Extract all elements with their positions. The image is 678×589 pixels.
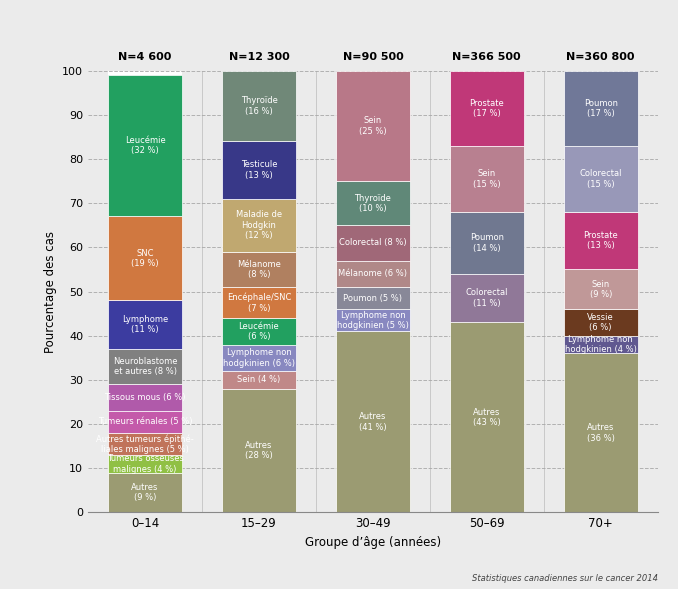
Bar [336, 260, 410, 287]
Bar [563, 71, 638, 145]
Text: Prostate
(13 %): Prostate (13 %) [583, 231, 618, 250]
Text: Prostate
(17 %): Prostate (17 %) [469, 98, 504, 118]
Text: Maladie de
Hodgkin
(12 %): Maladie de Hodgkin (12 %) [236, 210, 282, 240]
Text: Mélanome (6 %): Mélanome (6 %) [338, 269, 407, 279]
Bar [222, 71, 296, 141]
Text: Neuroblastome
et autres (8 %): Neuroblastome et autres (8 %) [113, 357, 178, 376]
Text: Lymphome
(11 %): Lymphome (11 %) [122, 315, 168, 335]
Bar [450, 145, 524, 212]
Bar [108, 216, 182, 300]
Text: Autres tumeurs épithé-
liales malignes (5 %): Autres tumeurs épithé- liales malignes (… [96, 434, 194, 454]
Bar [336, 226, 410, 260]
Bar [108, 411, 182, 433]
Bar [336, 331, 410, 512]
Text: Leucémie
(6 %): Leucémie (6 %) [239, 322, 279, 341]
Text: Sein (4 %): Sein (4 %) [237, 375, 281, 385]
Text: Sein
(25 %): Sein (25 %) [359, 116, 386, 135]
Bar [222, 345, 296, 371]
Text: N=366 500: N=366 500 [452, 52, 521, 62]
Text: Autres
(28 %): Autres (28 %) [245, 441, 273, 460]
Bar [563, 353, 638, 512]
Bar [222, 389, 296, 512]
Text: N=12 300: N=12 300 [228, 52, 290, 62]
Text: Colorectal
(11 %): Colorectal (11 %) [466, 289, 508, 308]
FancyBboxPatch shape [222, 71, 296, 512]
Text: Poumon
(14 %): Poumon (14 %) [470, 233, 504, 253]
FancyBboxPatch shape [108, 71, 182, 512]
Bar [108, 472, 182, 512]
FancyBboxPatch shape [563, 71, 638, 512]
Text: Vessie
(6 %): Vessie (6 %) [587, 313, 614, 332]
Bar [108, 455, 182, 472]
Bar [563, 212, 638, 269]
Bar [108, 384, 182, 411]
Text: Autres
(9 %): Autres (9 %) [132, 483, 159, 502]
Text: Lymphome non
hodgkinien (4 %): Lymphome non hodgkinien (4 %) [565, 335, 637, 354]
Text: SNC
(19 %): SNC (19 %) [132, 249, 159, 268]
Bar [222, 198, 296, 252]
Bar [450, 212, 524, 274]
Text: Leucémie
(32 %): Leucémie (32 %) [125, 136, 165, 155]
Text: Sein
(9 %): Sein (9 %) [589, 280, 612, 299]
Bar [222, 318, 296, 345]
Text: Statistiques canadiennes sur le cancer 2014: Statistiques canadiennes sur le cancer 2… [472, 574, 658, 583]
Bar [563, 269, 638, 309]
Bar [563, 145, 638, 212]
Text: Lymphome non
hodgkinien (5 %): Lymphome non hodgkinien (5 %) [337, 310, 409, 330]
Bar [222, 141, 296, 198]
FancyBboxPatch shape [450, 71, 524, 512]
FancyBboxPatch shape [336, 71, 410, 512]
Text: Sein
(15 %): Sein (15 %) [473, 169, 500, 188]
Text: Autres
(41 %): Autres (41 %) [359, 412, 386, 432]
Y-axis label: Pourcentage des cas: Pourcentage des cas [43, 230, 57, 353]
Text: Encéphale/SNC
(7 %): Encéphale/SNC (7 %) [227, 293, 291, 313]
Text: Tumeurs rénales (5 %): Tumeurs rénales (5 %) [98, 418, 193, 426]
Text: Thyroïde
(16 %): Thyroïde (16 %) [241, 97, 277, 115]
Text: Poumon (5 %): Poumon (5 %) [343, 294, 403, 303]
Text: Tissous mous (6 %): Tissous mous (6 %) [104, 393, 186, 402]
Bar [450, 274, 524, 322]
Text: Colorectal
(15 %): Colorectal (15 %) [580, 169, 622, 188]
Bar [563, 336, 638, 353]
Text: N=360 800: N=360 800 [566, 52, 635, 62]
Bar [336, 181, 410, 225]
Bar [450, 322, 524, 512]
Text: Autres
(43 %): Autres (43 %) [473, 408, 500, 427]
Text: Autres
(36 %): Autres (36 %) [586, 423, 615, 442]
Text: N=4 600: N=4 600 [119, 52, 172, 62]
Text: Testicule
(13 %): Testicule (13 %) [241, 160, 277, 180]
Text: Poumon
(17 %): Poumon (17 %) [584, 98, 618, 118]
Text: Mélanome
(8 %): Mélanome (8 %) [237, 260, 281, 279]
Text: N=90 500: N=90 500 [342, 52, 403, 62]
Bar [563, 309, 638, 336]
Bar [336, 287, 410, 309]
Bar [222, 252, 296, 287]
Text: Tumeurs osseuses
malignes (4 %): Tumeurs osseuses malignes (4 %) [106, 454, 184, 474]
Bar [222, 287, 296, 318]
Bar [222, 371, 296, 389]
Bar [450, 71, 524, 145]
Bar [336, 71, 410, 181]
Text: Lymphome non
hodgkinien (6 %): Lymphome non hodgkinien (6 %) [223, 348, 295, 368]
Bar [336, 309, 410, 331]
Bar [108, 433, 182, 455]
Bar [108, 300, 182, 349]
X-axis label: Groupe d’âge (années): Groupe d’âge (années) [305, 536, 441, 549]
Text: Colorectal (8 %): Colorectal (8 %) [339, 239, 407, 247]
Bar [108, 75, 182, 216]
Text: Thyroïde
(10 %): Thyroïde (10 %) [355, 194, 391, 213]
Bar [108, 349, 182, 384]
